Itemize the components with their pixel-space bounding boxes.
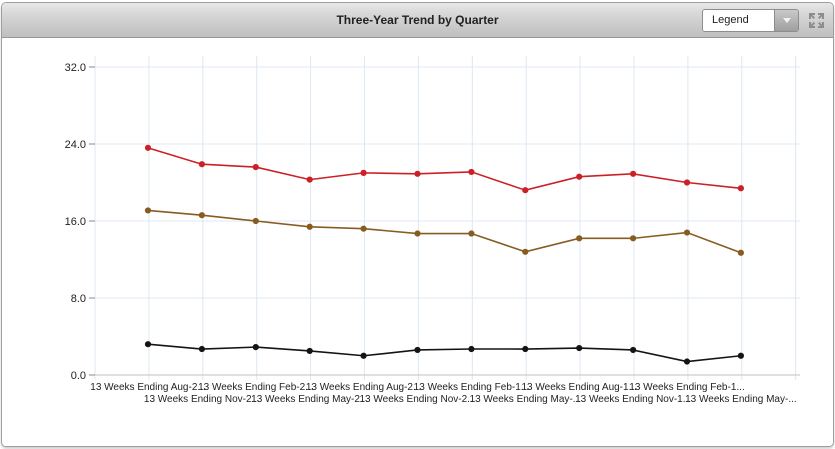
data-point-red[interactable] bbox=[683, 179, 691, 186]
data-point-brown[interactable] bbox=[737, 249, 745, 256]
data-point-brown[interactable] bbox=[198, 212, 205, 219]
series-line-brown bbox=[147, 209, 742, 254]
data-point-black[interactable] bbox=[414, 346, 421, 354]
data-point-black[interactable] bbox=[737, 352, 745, 359]
x-axis-label: 13 Weeks Ending Aug-1... bbox=[521, 382, 636, 393]
x-axis-label: 13 Weeks Ending Aug-2... bbox=[90, 382, 205, 393]
x-axis-label: 13 Weeks Ending Feb-2... bbox=[198, 382, 313, 393]
y-axis-label: 8.0 bbox=[71, 293, 86, 305]
x-axis-label: 13 Weeks Ending Nov-2... bbox=[144, 394, 260, 405]
x-axis-label: 13 Weeks Ending May-... bbox=[470, 394, 582, 405]
x-axis-label: 13 Weeks Ending May-... bbox=[685, 394, 797, 405]
data-point-black[interactable] bbox=[252, 343, 259, 351]
data-point-brown[interactable] bbox=[360, 225, 367, 232]
trend-chart: 32.0 24.0 16.0 8.0 0.0 13 Weeks Ending Aug-2.… bbox=[65, 56, 800, 405]
data-point-black[interactable] bbox=[683, 358, 691, 365]
data-point-black[interactable] bbox=[522, 345, 529, 353]
data-point-brown[interactable] bbox=[252, 217, 259, 225]
data-point-brown[interactable] bbox=[306, 223, 313, 230]
maximize-icon[interactable] bbox=[808, 12, 825, 29]
y-axis-label: 32.0 bbox=[65, 62, 86, 74]
y-axis-label: 24.0 bbox=[65, 139, 86, 151]
data-point-brown[interactable] bbox=[576, 235, 583, 242]
x-axis-label: 13 Weeks Ending Nov-2... bbox=[360, 394, 476, 405]
data-point-red[interactable] bbox=[468, 168, 475, 176]
data-point-red[interactable] bbox=[306, 176, 313, 183]
data-point-black[interactable] bbox=[468, 345, 475, 353]
y-axis-label: 0.0 bbox=[71, 370, 86, 382]
data-point-brown[interactable] bbox=[522, 248, 529, 255]
legend-dropdown-label: Legend bbox=[703, 9, 774, 31]
data-point-black[interactable] bbox=[630, 346, 637, 354]
data-point-black[interactable] bbox=[576, 344, 583, 352]
data-point-red[interactable] bbox=[576, 173, 583, 180]
data-point-red[interactable] bbox=[414, 170, 421, 177]
series-line-black bbox=[147, 343, 741, 363]
data-point-red[interactable] bbox=[522, 187, 529, 194]
page-title: Three-Year Trend by Quarter bbox=[336, 13, 499, 27]
data-point-red[interactable] bbox=[360, 169, 367, 176]
titlebar: Three-Year Trend by Quarter Legend bbox=[2, 3, 833, 38]
x-axis-label: 13 Weeks Ending Aug-2... bbox=[306, 382, 421, 393]
x-axis-label: 13 Weeks Ending Feb-1... bbox=[414, 382, 529, 393]
series-line-red bbox=[147, 147, 741, 192]
chevron-down-icon[interactable] bbox=[774, 9, 798, 31]
y-axis-label: 16.0 bbox=[65, 216, 86, 228]
data-point-red[interactable] bbox=[144, 144, 152, 151]
data-point-brown[interactable] bbox=[468, 230, 475, 237]
x-axis-label: 13 Weeks Ending May-2... bbox=[251, 394, 368, 405]
data-point-black[interactable] bbox=[198, 345, 205, 353]
data-point-black[interactable] bbox=[144, 341, 152, 348]
legend-dropdown[interactable]: Legend bbox=[702, 8, 799, 32]
data-point-red[interactable] bbox=[630, 170, 637, 177]
x-axis-label: 13 Weeks Ending Nov-1... bbox=[575, 394, 691, 405]
data-point-red[interactable] bbox=[198, 161, 205, 168]
data-point-red[interactable] bbox=[737, 185, 745, 192]
titlebar-controls: Legend bbox=[702, 8, 825, 32]
x-axis-label: 13 Weeks Ending Feb-1... bbox=[629, 382, 744, 393]
data-point-black[interactable] bbox=[306, 347, 313, 355]
data-point-red[interactable] bbox=[252, 164, 259, 171]
data-point-brown[interactable] bbox=[144, 207, 152, 214]
data-point-brown[interactable] bbox=[630, 235, 637, 242]
chart-area: 32.0 24.0 16.0 8.0 0.0 13 Weeks Ending Aug-2.… bbox=[2, 38, 833, 446]
data-point-black[interactable] bbox=[360, 352, 367, 359]
data-point-brown[interactable] bbox=[683, 229, 691, 236]
data-point-brown[interactable] bbox=[414, 230, 421, 237]
